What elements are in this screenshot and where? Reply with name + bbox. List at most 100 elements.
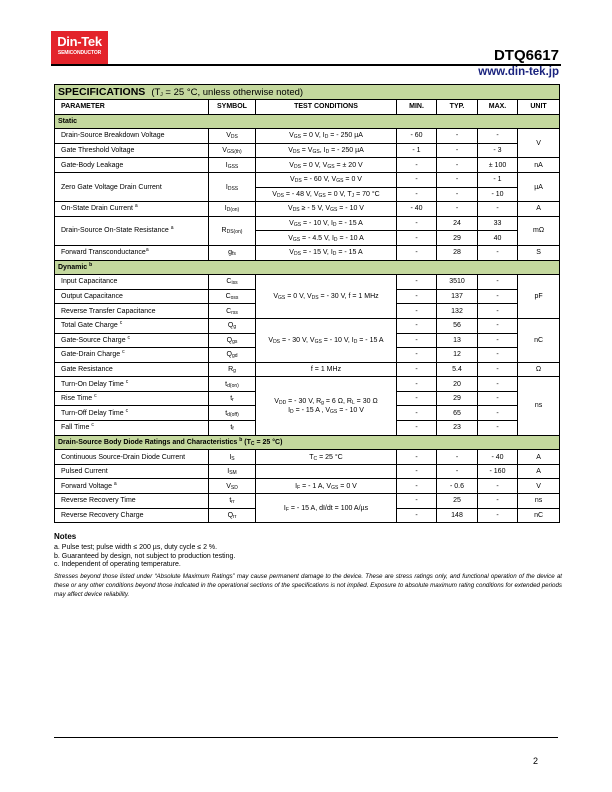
symbol-cell: VGS(th) <box>208 142 256 159</box>
table-row: Continuous Source-Drain Diode Current IS T… <box>54 449 561 465</box>
symbol-cell: Crss <box>208 303 256 319</box>
footer-rule <box>54 737 558 738</box>
website-link[interactable]: www.din-tek.jp <box>478 66 559 78</box>
min-cell: - <box>396 186 437 203</box>
table-row: Gate Resistance Rg f = 1 MHz -5.4- Ω <box>54 361 561 378</box>
test-conditions-cell: VDD = - 30 V, Rg = 6 Ω, RL = 30 Ω ID = - … <box>255 376 397 436</box>
table-row: Gate-Source Charge c Qgs -13- <box>54 332 560 349</box>
parameter-cell: On-State Drain Current a <box>54 201 209 217</box>
min-cell: - <box>396 317 437 334</box>
test-conditions-cell: VGS = 0 V, ID = - 250 µA <box>255 128 397 144</box>
max-cell: - 3 <box>477 142 518 159</box>
table-row: Turn-On Delay Time c td(on) VDD = - 30 V, … <box>54 376 561 436</box>
section-title: Static <box>53 113 561 130</box>
typ-cell: 12 <box>436 347 478 363</box>
symbol-cell: tr <box>208 390 256 407</box>
table-row: On-State Drain Current a ID(on) VDS ≥ - 5 … <box>54 201 561 217</box>
specifications-table: SPECIFICATIONS (TJ = 25 °C, unless otherw… <box>53 84 561 524</box>
max-cell: - <box>477 478 518 495</box>
test-conditions-cell: IF = - 15 A, dI/dt = 100 A/µs <box>255 493 397 524</box>
typ-cell: - <box>436 157 478 173</box>
parameter-cell: Input Capacitance <box>54 274 209 290</box>
max-cell: - <box>477 493 518 509</box>
symbol-cell: Qg <box>208 317 256 334</box>
column-header-parameter: PARAMETER <box>54 99 209 115</box>
note-b: b. Guaranteed by design, not subject to … <box>54 552 236 560</box>
test-conditions-cell: VDS = - 48 V, VGS = 0 V, TJ = 70 °C <box>255 186 397 203</box>
max-cell: - <box>477 332 518 349</box>
parameter-cell: Output Capacitance <box>54 288 209 305</box>
table-row: Reverse Recovery Charge Qrr -148- nC <box>54 507 561 524</box>
unit-cell: S <box>516 244 561 261</box>
symbol-cell: Rg <box>208 361 256 378</box>
table-row: Gate-Drain Charge c Qgd -12- <box>54 347 560 363</box>
max-cell: - <box>477 201 518 217</box>
unit-cell: A <box>516 463 561 480</box>
note-c: c. Independent of operating temperature. <box>54 561 181 568</box>
section-header: Drain-Source Body Diode Ratings and Char… <box>53 434 561 451</box>
max-cell: - <box>477 376 518 392</box>
notes-section: Notes a. Pulse test; pulse width ≤ 200 µ… <box>54 532 562 599</box>
table-row: Input Capacitance Ciss VGS = 0 V, VDS = - … <box>54 274 561 319</box>
symbol-cell: td(on) <box>208 376 256 392</box>
min-cell: - <box>396 449 437 465</box>
column-header-test-conditions: TEST CONDITIONS <box>255 99 397 115</box>
section-title: Dynamic b <box>53 259 561 276</box>
min-cell: - <box>396 463 437 480</box>
parameter-cell: Drain-Source On-State Resistance a <box>54 215 209 246</box>
unit-cell: pF <box>516 274 561 319</box>
parameter-cell: Continuous Source-Drain Diode Current <box>54 449 209 465</box>
min-cell: - <box>396 230 437 246</box>
typ-cell: 3510 <box>436 274 478 290</box>
symbol-cell: VSD <box>208 478 256 495</box>
column-header-min: MIN. <box>396 99 437 115</box>
min-cell: - <box>396 405 437 422</box>
max-cell: - <box>477 317 518 334</box>
typ-cell: 29 <box>436 230 478 246</box>
typ-cell: - 0.6 <box>436 478 478 495</box>
typ-cell: - <box>436 171 478 188</box>
test-conditions-cell: TC = 25 °C <box>255 449 397 465</box>
table-row: Turn-Off Delay Time c td(off) -65- <box>54 405 560 422</box>
parameter-cell: Turn-Off Delay Time c <box>54 405 209 422</box>
typ-cell: 65 <box>436 405 478 422</box>
table-row: Forward Transconductancea gfs VDS = - 15 V… <box>54 244 561 261</box>
symbol-cell: RDS(on) <box>208 215 256 246</box>
typ-cell: - <box>436 449 478 465</box>
symbol-cell: trr <box>208 493 256 509</box>
column-header-typ: TYP. <box>436 99 478 115</box>
column-header-symbol: SYMBOL <box>208 99 256 115</box>
test-conditions-cell: VDS = - 30 V, VGS = - 10 V, ID = - 15 A <box>255 317 397 363</box>
typ-cell: - <box>436 128 478 144</box>
test-conditions-cell: VDS = - 60 V, VGS = 0 V <box>255 171 397 188</box>
symbol-cell: ID(on) <box>208 201 256 217</box>
column-header-unit: UNIT <box>516 99 561 115</box>
unit-cell: mΩ <box>516 215 561 246</box>
unit-cell: µA <box>516 171 561 203</box>
parameter-cell: Gate Threshold Voltage <box>54 142 209 159</box>
header-rule <box>51 64 561 66</box>
max-cell: - <box>477 274 518 290</box>
max-cell: - <box>477 390 518 407</box>
typ-cell: 28 <box>436 244 478 261</box>
max-cell: - 40 <box>477 449 518 465</box>
typ-cell: 13 <box>436 332 478 349</box>
table-row: Rise Time c tr -29- <box>54 390 560 407</box>
min-cell: - 1 <box>396 142 437 159</box>
section-header: Dynamic b <box>53 259 561 276</box>
parameter-cell: Reverse Transfer Capacitance <box>54 303 209 319</box>
max-cell: 33 <box>477 215 518 232</box>
parameter-cell: Reverse Recovery Time <box>54 493 209 509</box>
min-cell: - <box>396 274 437 290</box>
parameter-cell: Rise Time c <box>54 390 209 407</box>
typ-cell: - <box>436 186 478 203</box>
max-cell: - 160 <box>477 463 518 480</box>
table-row: Gate Threshold Voltage VGS(th) VDS = VGS, … <box>54 142 560 159</box>
symbol-cell: IGSS <box>208 157 256 173</box>
typ-cell: - <box>436 463 478 480</box>
min-cell: - <box>396 420 437 436</box>
min-cell: - <box>396 303 437 319</box>
parameter-cell: Turn-On Delay Time c <box>54 376 209 392</box>
parameter-cell: Gate-Body Leakage <box>54 157 209 173</box>
